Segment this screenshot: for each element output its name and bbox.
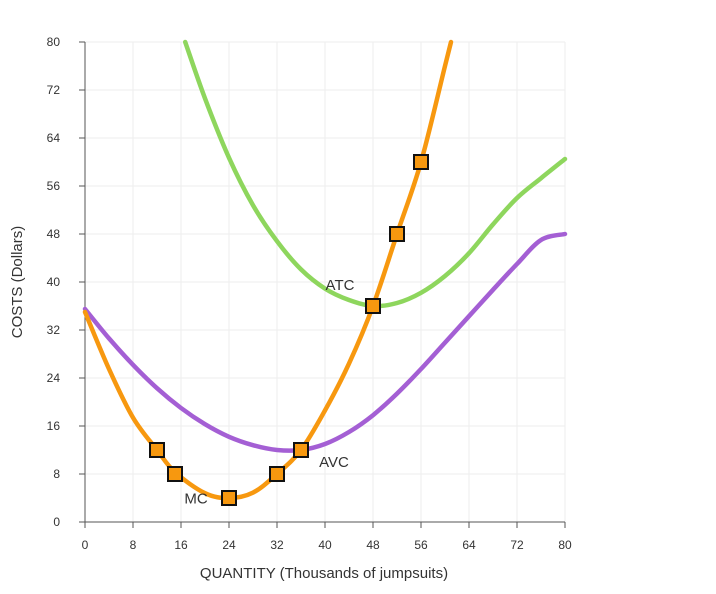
atc-label: ATC: [326, 277, 355, 294]
mc-label: MC: [184, 490, 207, 507]
x-tick-label-8: 8: [130, 538, 137, 552]
mc-point-52-48[interactable]: [389, 226, 405, 242]
y-tick-label-40: 40: [47, 275, 61, 289]
y-tick-label-32: 32: [47, 323, 61, 337]
y-tick-label-8: 8: [53, 467, 60, 481]
x-tick-label-72: 72: [510, 538, 524, 552]
annotations: ATC AVC MC: [184, 277, 354, 508]
y-tick-label-24: 24: [47, 371, 61, 385]
y-axis-ticks: 0 8 16 24 32 40 48 56 64 72 80: [47, 35, 85, 529]
y-tick-label-16: 16: [47, 419, 61, 433]
x-axis-ticks: 0 8 16 24 32 40 48 56 64 72 80: [82, 522, 572, 552]
y-tick-label-64: 64: [47, 131, 61, 145]
x-tick-label-80: 80: [558, 538, 572, 552]
y-tick-label-72: 72: [47, 83, 61, 97]
x-tick-label-24: 24: [222, 538, 236, 552]
grid: [85, 41, 566, 522]
avc-curve: [82, 231, 568, 453]
x-tick-label-64: 64: [462, 538, 476, 552]
y-tick-label-0: 0: [53, 515, 60, 529]
y-axis-title: COSTS (Dollars): [9, 226, 26, 339]
mc-point-56-60[interactable]: [413, 154, 429, 170]
mc-point-12-12[interactable]: [149, 442, 165, 458]
mc-point-36-12[interactable]: [293, 442, 309, 458]
y-tick-label-80: 80: [47, 35, 61, 49]
mc-point-24-4[interactable]: [221, 490, 237, 506]
mc-curve: [82, 39, 454, 501]
mc-point-32-8[interactable]: [269, 466, 285, 482]
x-tick-label-48: 48: [366, 538, 380, 552]
x-tick-label-32: 32: [270, 538, 284, 552]
x-tick-label-40: 40: [318, 538, 332, 552]
avc-label: AVC: [319, 454, 349, 471]
y-tick-label-56: 56: [47, 179, 61, 193]
mc-point-15-8[interactable]: [167, 466, 183, 482]
x-axis-title: QUANTITY (Thousands of jumpsuits): [200, 565, 448, 582]
mc-point-48-36[interactable]: [365, 298, 381, 314]
markers: [149, 154, 429, 506]
atc-curve: [182, 39, 568, 309]
x-tick-label-0: 0: [82, 538, 89, 552]
x-tick-label-56: 56: [414, 538, 428, 552]
x-tick-label-16: 16: [174, 538, 188, 552]
y-tick-label-48: 48: [47, 227, 61, 241]
